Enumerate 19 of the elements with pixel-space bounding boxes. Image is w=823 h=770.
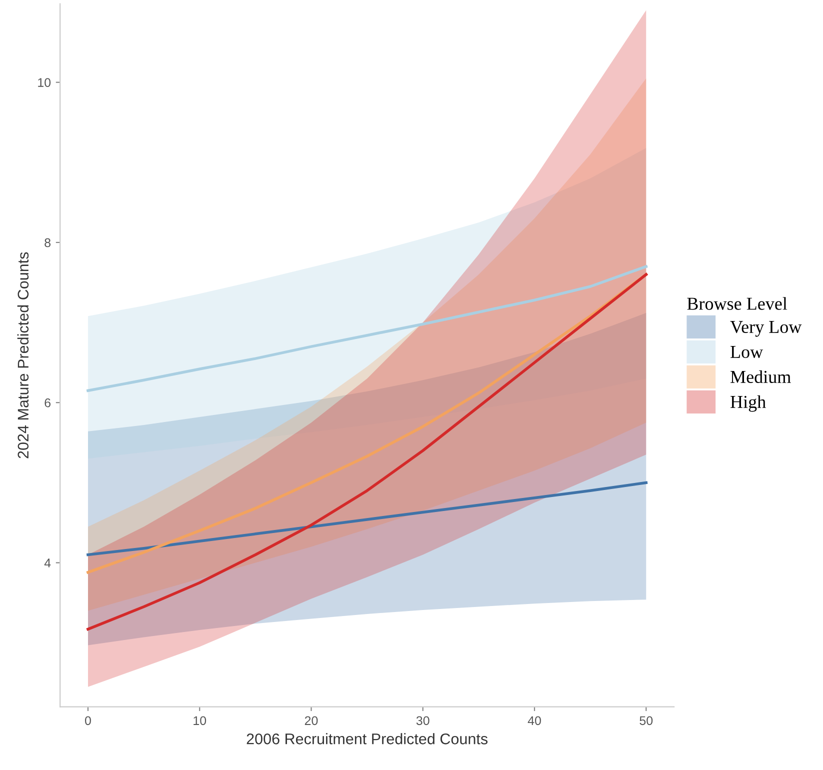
y-tick-label: 4	[44, 558, 51, 568]
legend-label: High	[730, 395, 766, 412]
y-axis-title: 2024 Mature Predicted Counts	[17, 252, 29, 458]
legend-label: Medium	[730, 370, 791, 384]
x-tick-label: 50	[640, 716, 653, 726]
x-tick-label: 20	[304, 716, 318, 726]
legend-label: Very Low	[730, 321, 802, 337]
x-tick-label: 30	[416, 716, 430, 726]
y-tick-label: 6	[44, 398, 50, 408]
line-series	[86, 265, 648, 392]
x-tick-label: 10	[194, 716, 206, 726]
x-tick-label: 40	[528, 716, 541, 726]
x-axis-title: 2006 Recruitment Predicted Counts	[246, 733, 488, 744]
x-tick-label: 0	[85, 716, 91, 726]
y-tick-label: 8	[44, 238, 51, 248]
legend-title: Browse Level	[687, 297, 788, 310]
legend-label: Low	[730, 346, 764, 358]
line-series	[86, 481, 648, 556]
y-tick-label: 10	[38, 78, 51, 87]
